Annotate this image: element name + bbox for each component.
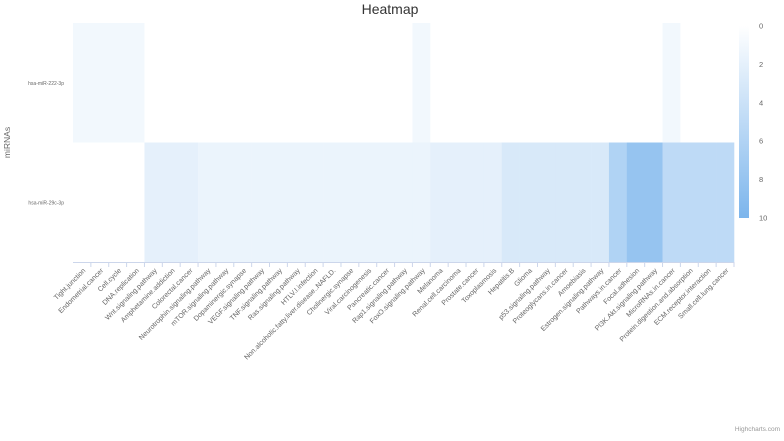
heatmap-cell[interactable] (537, 23, 556, 143)
heatmap-cell[interactable] (162, 23, 181, 143)
heatmap-cell[interactable] (323, 23, 342, 143)
credits-text[interactable]: Highcharts.com (735, 426, 780, 433)
heatmap-cell[interactable] (340, 142, 360, 263)
color-scale-label: 8 (759, 175, 763, 184)
heatmap-cell[interactable] (448, 23, 467, 143)
heatmap-cell[interactable] (376, 23, 395, 143)
heatmap-cell[interactable] (269, 23, 288, 143)
heatmap-cell[interactable] (483, 23, 503, 143)
heatmap-cell[interactable] (519, 142, 538, 263)
heatmap-cell[interactable] (198, 23, 217, 143)
color-axis: 0 2 4 6 8 10 (739, 22, 767, 223)
heatmap-cell[interactable] (90, 142, 110, 263)
heatmap-cell[interactable] (90, 23, 110, 143)
heatmap-cell[interactable] (394, 23, 413, 143)
heatmap-cell[interactable] (662, 23, 681, 143)
heatmap-cell[interactable] (162, 142, 181, 263)
x-axis-ticks (73, 262, 735, 267)
heatmap-cell[interactable] (591, 142, 610, 263)
heatmap-cell[interactable] (108, 142, 127, 263)
color-scale-label: 10 (759, 214, 767, 223)
heatmap-cell[interactable] (126, 23, 145, 143)
heatmap-cell[interactable] (144, 23, 163, 143)
heatmap-cell[interactable] (448, 142, 467, 263)
heatmap-cell[interactable] (716, 23, 735, 143)
heatmap-cell[interactable] (376, 142, 395, 263)
heatmap-cells (73, 23, 735, 263)
heatmap-cell[interactable] (501, 23, 520, 143)
heatmap-cell[interactable] (108, 23, 127, 143)
y-tick-label: hsa-miR-29c-3p (28, 200, 64, 206)
heatmap-cell[interactable] (501, 142, 520, 263)
heatmap-cell[interactable] (198, 142, 217, 263)
color-scale-label: 2 (759, 60, 763, 69)
heatmap-cell[interactable] (483, 142, 503, 263)
heatmap-cell[interactable] (412, 23, 431, 143)
heatmap-cell[interactable] (680, 142, 699, 263)
x-axis-labels: Tight.junctionEndometrial.cancerCell.cyc… (53, 267, 731, 361)
color-scale-bar (739, 26, 749, 218)
heatmap-cell[interactable] (251, 142, 270, 263)
heatmap-cell[interactable] (626, 23, 645, 143)
y-tick-label: hsa-miR-222-3p (28, 81, 64, 87)
heatmap-cell[interactable] (287, 23, 306, 143)
heatmap-cell[interactable] (269, 142, 288, 263)
heatmap-cell[interactable] (215, 23, 235, 143)
heatmap-cell[interactable] (233, 142, 252, 263)
heatmap-cell[interactable] (430, 23, 449, 143)
heatmap-cell[interactable] (698, 142, 717, 263)
heatmap-cell[interactable] (412, 142, 431, 263)
heatmap-cell[interactable] (73, 142, 92, 263)
heatmap-cell[interactable] (305, 142, 324, 263)
heatmap-cell[interactable] (466, 23, 485, 143)
color-scale-label: 4 (759, 98, 763, 107)
heatmap-cell[interactable] (555, 142, 574, 263)
heatmap-cell[interactable] (680, 23, 699, 143)
heatmap-cell[interactable] (644, 142, 663, 263)
heatmap-cell[interactable] (591, 23, 610, 143)
heatmap-cell[interactable] (430, 142, 449, 263)
heatmap-cell[interactable] (233, 23, 252, 143)
heatmap-cell[interactable] (644, 23, 663, 143)
heatmap-cell[interactable] (573, 142, 592, 263)
heatmap-cell[interactable] (519, 23, 538, 143)
heatmap-cell[interactable] (537, 142, 556, 263)
heatmap-cell[interactable] (144, 142, 163, 263)
heatmap-cell[interactable] (251, 23, 270, 143)
heatmap-cell[interactable] (716, 142, 735, 263)
heatmap-cell[interactable] (73, 23, 92, 143)
heatmap-cell[interactable] (305, 23, 324, 143)
chart-title: Heatmap (362, 1, 419, 17)
heatmap-cell[interactable] (466, 142, 485, 263)
heatmap-cell[interactable] (323, 142, 342, 263)
y-axis-labels: hsa-miR-222-3p hsa-miR-29c-3p (28, 81, 64, 207)
heatmap-cell[interactable] (358, 142, 377, 263)
color-scale-label: 6 (759, 137, 763, 146)
heatmap-cell[interactable] (287, 142, 306, 263)
heatmap-cell[interactable] (340, 23, 360, 143)
heatmap-cell[interactable] (698, 23, 717, 143)
heatmap-cell[interactable] (215, 142, 235, 263)
heatmap-cell[interactable] (358, 23, 377, 143)
heatmap-cell[interactable] (573, 23, 592, 143)
heatmap-cell[interactable] (608, 23, 628, 143)
heatmap-cell[interactable] (180, 23, 199, 143)
heatmap-cell[interactable] (394, 142, 413, 263)
heatmap-cell[interactable] (626, 142, 645, 263)
heatmap-cell[interactable] (608, 142, 628, 263)
y-axis-title: miRNAs (2, 127, 12, 158)
heatmap-cell[interactable] (555, 23, 574, 143)
color-scale-label: 0 (759, 22, 763, 31)
heatmap-cell[interactable] (662, 142, 681, 263)
heatmap-cell[interactable] (126, 142, 145, 263)
heatmap-cell[interactable] (180, 142, 199, 263)
